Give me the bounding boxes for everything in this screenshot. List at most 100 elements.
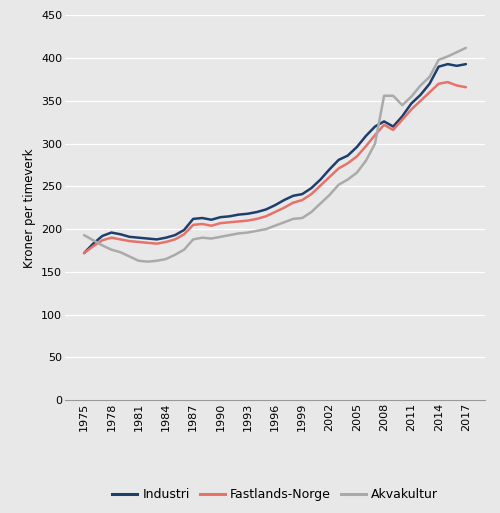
Fastlands-Norge	[208, 223, 214, 229]
Industri	[326, 166, 332, 172]
Industri	[300, 191, 306, 197]
Fastlands-Norge	[218, 220, 224, 226]
Akvakultur	[400, 102, 406, 108]
Akvakultur	[290, 216, 296, 222]
Fastlands-Norge	[200, 221, 205, 227]
Akvakultur	[163, 256, 169, 262]
Fastlands-Norge	[300, 197, 306, 203]
Fastlands-Norge	[90, 243, 96, 249]
Industri	[463, 61, 469, 67]
Industri	[136, 234, 141, 241]
Industri	[244, 211, 250, 217]
Industri	[263, 206, 269, 212]
Akvakultur	[300, 215, 306, 221]
Industri	[354, 144, 360, 150]
Akvakultur	[418, 83, 424, 89]
Fastlands-Norge	[263, 213, 269, 220]
Fastlands-Norge	[436, 81, 442, 87]
Fastlands-Norge	[126, 238, 132, 244]
Industri	[81, 250, 87, 256]
Line: Industri: Industri	[84, 64, 466, 253]
Industri	[281, 197, 287, 203]
Akvakultur	[226, 232, 232, 238]
Industri	[90, 241, 96, 247]
Fastlands-Norge	[390, 127, 396, 133]
Fastlands-Norge	[318, 183, 324, 189]
Fastlands-Norge	[144, 240, 150, 246]
Akvakultur	[108, 247, 114, 253]
Industri	[254, 209, 260, 215]
Fastlands-Norge	[444, 79, 450, 85]
Akvakultur	[408, 93, 414, 100]
Akvakultur	[326, 192, 332, 198]
Industri	[454, 63, 460, 69]
Fastlands-Norge	[181, 231, 187, 238]
Akvakultur	[381, 93, 387, 99]
Fastlands-Norge	[336, 165, 342, 171]
Legend: Industri, Fastlands-Norge, Akvakultur: Industri, Fastlands-Norge, Akvakultur	[108, 483, 442, 506]
Fastlands-Norge	[354, 153, 360, 160]
Akvakultur	[426, 74, 432, 80]
Fastlands-Norge	[426, 89, 432, 95]
Industri	[190, 216, 196, 222]
Akvakultur	[172, 252, 178, 258]
Akvakultur	[136, 258, 141, 264]
Fastlands-Norge	[408, 106, 414, 112]
Akvakultur	[344, 176, 350, 183]
Akvakultur	[444, 53, 450, 60]
Industri	[381, 119, 387, 125]
Akvakultur	[81, 232, 87, 238]
Industri	[100, 233, 105, 239]
Fastlands-Norge	[372, 132, 378, 138]
Akvakultur	[218, 234, 224, 240]
Fastlands-Norge	[344, 160, 350, 166]
Industri	[144, 235, 150, 242]
Akvakultur	[118, 249, 124, 255]
Industri	[400, 113, 406, 120]
Fastlands-Norge	[163, 239, 169, 245]
Fastlands-Norge	[454, 83, 460, 89]
Akvakultur	[154, 258, 160, 264]
Fastlands-Norge	[290, 200, 296, 206]
Fastlands-Norge	[272, 209, 278, 215]
Industri	[363, 133, 369, 139]
Line: Fastlands-Norge: Fastlands-Norge	[84, 82, 466, 253]
Industri	[318, 176, 324, 183]
Fastlands-Norge	[100, 237, 105, 243]
Industri	[426, 81, 432, 87]
Fastlands-Norge	[463, 84, 469, 90]
Fastlands-Norge	[172, 236, 178, 243]
Fastlands-Norge	[190, 222, 196, 228]
Industri	[226, 213, 232, 220]
Fastlands-Norge	[136, 239, 141, 245]
Akvakultur	[363, 157, 369, 164]
Industri	[272, 202, 278, 208]
Akvakultur	[126, 253, 132, 260]
Akvakultur	[208, 235, 214, 242]
Akvakultur	[436, 57, 442, 63]
Akvakultur	[263, 226, 269, 232]
Industri	[200, 215, 205, 221]
Akvakultur	[454, 49, 460, 55]
Akvakultur	[318, 201, 324, 207]
Industri	[408, 101, 414, 107]
Industri	[181, 227, 187, 233]
Akvakultur	[308, 209, 314, 215]
Akvakultur	[463, 45, 469, 51]
Industri	[163, 234, 169, 241]
Akvakultur	[254, 228, 260, 234]
Industri	[236, 211, 242, 218]
Fastlands-Norge	[244, 218, 250, 224]
Akvakultur	[336, 182, 342, 188]
Akvakultur	[190, 236, 196, 243]
Industri	[444, 61, 450, 67]
Fastlands-Norge	[254, 216, 260, 222]
Fastlands-Norge	[236, 219, 242, 225]
Industri	[436, 64, 442, 70]
Fastlands-Norge	[381, 122, 387, 128]
Akvakultur	[390, 93, 396, 99]
Industri	[290, 193, 296, 199]
Industri	[154, 236, 160, 243]
Fastlands-Norge	[363, 143, 369, 149]
Akvakultur	[281, 219, 287, 225]
